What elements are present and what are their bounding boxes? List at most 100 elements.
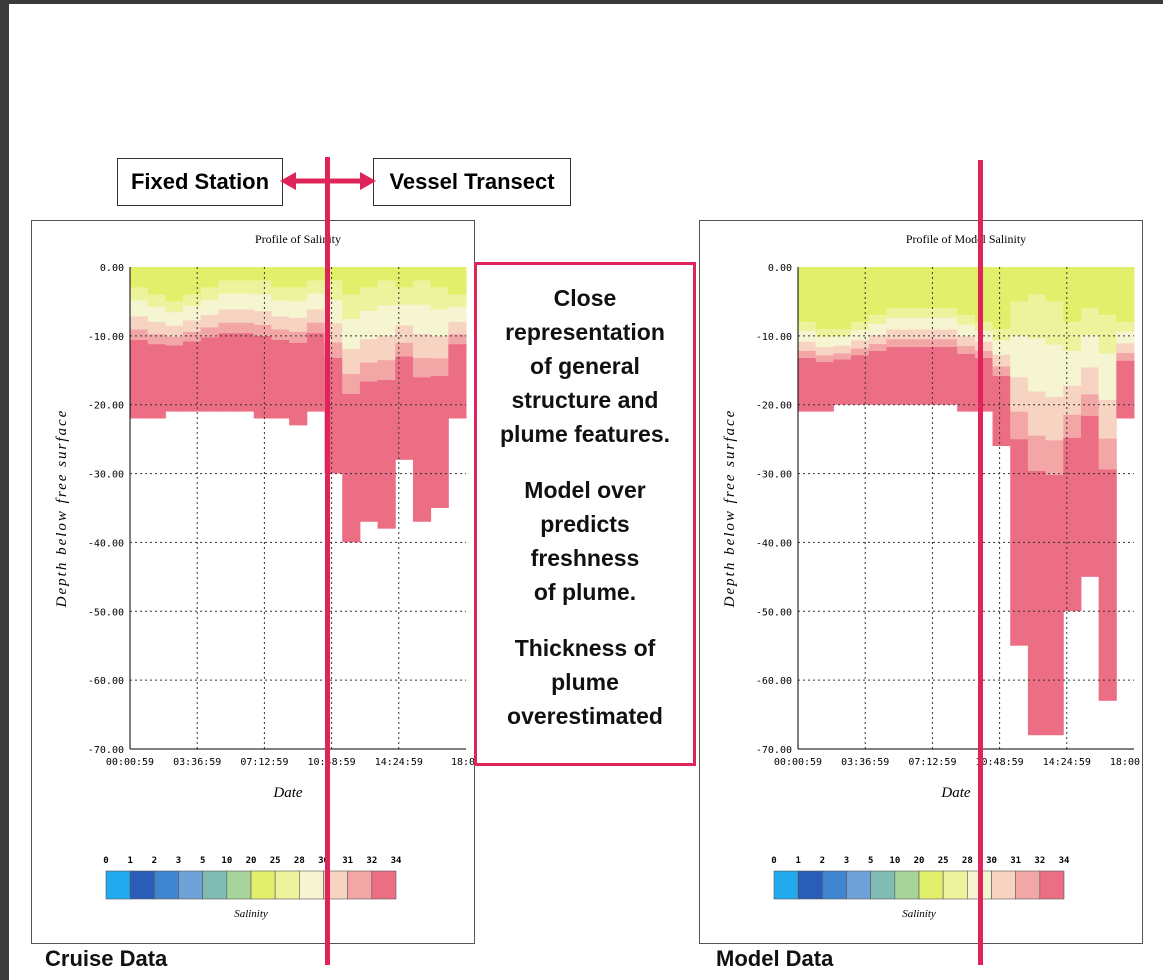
salinity-cell [1010, 301, 1029, 336]
surface-fresh-cell [200, 267, 219, 288]
x-tick-label: 03:36:59 [173, 757, 221, 768]
salinity-cell [306, 309, 326, 323]
salinity-cell [1063, 322, 1082, 352]
salinity-cell [147, 321, 166, 335]
comparison-callout: Close representation of general structur… [474, 262, 696, 766]
salinity-cell [218, 293, 237, 310]
x-tick-label: 00:00:59 [106, 757, 154, 768]
salinity-cell [851, 348, 870, 356]
salinity-cell [183, 332, 202, 342]
salinity-cell [1063, 414, 1082, 438]
salinity-cell [236, 333, 255, 412]
y-tick-label: -30.00 [88, 470, 124, 481]
surface-fresh-cell [430, 267, 449, 288]
salinity-cell [1080, 335, 1100, 368]
salinity-cell [253, 294, 272, 312]
y-tick-label: 0.00 [768, 263, 792, 274]
salinity-cell [974, 350, 994, 358]
x-tick-label: 10:48:59 [308, 757, 356, 768]
salinity-cell [833, 328, 852, 337]
salinity-cell [448, 321, 467, 335]
salinity-cell [412, 357, 432, 378]
salinity-cell [939, 346, 958, 405]
colorbar-tick-label: 2 [152, 856, 157, 866]
salinity-cell [904, 329, 923, 340]
salinity-cell [130, 329, 149, 340]
colorbar-label: Salinity [234, 908, 268, 920]
salinity-cell [395, 325, 414, 343]
x-tick-label: 18:00:59 [1110, 757, 1142, 768]
x-tick-label: 03:36:59 [841, 757, 889, 768]
salinity-cell [1063, 385, 1082, 415]
salinity-cell [253, 335, 272, 419]
colorbar-tick-label: 10 [221, 856, 232, 866]
cruise-salinity-chart: Profile of Salinity 0.00 -10.00 -20.00 -30.0… [54, 232, 474, 920]
salinity-cell [377, 379, 396, 529]
salinity-cell [306, 293, 326, 310]
surface-fresh-cell [833, 267, 852, 329]
model-salinity-chart: Profile of Model Salinity 0.00 -10.00 -20.0… [722, 232, 1142, 920]
surface-fresh-cell [395, 267, 414, 288]
salinity-cell [1098, 400, 1117, 439]
y-tick-label: -10.00 [756, 332, 792, 343]
salinity-cell [1098, 353, 1117, 401]
salinity-cell [1116, 343, 1135, 353]
surface-fresh-cell [165, 267, 184, 302]
x-tick-label: 07:12:59 [908, 757, 956, 768]
salinity-cell [921, 339, 940, 347]
salinity-cell [200, 327, 219, 338]
salinity-cell [957, 336, 976, 347]
salinity-cell [992, 328, 1011, 341]
colorbar-tick-label: 2 [820, 856, 825, 866]
salinity-cell [147, 344, 166, 419]
surface-fresh-cell [271, 267, 290, 288]
salinity-cell [851, 330, 870, 341]
salinity-cell [289, 317, 308, 332]
salinity-cell [1116, 352, 1135, 361]
salinity-cell [377, 360, 396, 380]
salinity-cell [183, 294, 202, 307]
salinity-cell [395, 304, 414, 326]
colorbar-swatch [846, 870, 871, 900]
salinity-cell [377, 335, 396, 361]
colorbar-swatch [894, 870, 920, 900]
transect-divider-line-left [325, 157, 330, 965]
salinity-cell [271, 316, 290, 330]
surface-fresh-cell [448, 267, 467, 295]
x-axis-label: Date [940, 785, 971, 801]
salinity-cell [395, 342, 414, 357]
surface-fresh-cell [957, 267, 976, 316]
salinity-cell [306, 280, 326, 294]
salinity-cell [130, 339, 149, 419]
salinity-cell [289, 342, 308, 426]
salinity-cell [271, 287, 290, 301]
salinity-cell [1010, 411, 1029, 440]
salinity-cell [218, 333, 237, 412]
salinity-cell [904, 308, 923, 318]
salinity-cell [1027, 470, 1047, 736]
colorbar-swatch [105, 870, 131, 900]
colorbar-swatch [154, 870, 179, 900]
salinity-cell [992, 366, 1011, 376]
salinity-cell [271, 300, 290, 317]
salinity-cell [868, 315, 887, 325]
surface-fresh-cell [306, 267, 326, 281]
y-tick-label: -20.00 [88, 401, 124, 412]
salinity-cell [798, 341, 817, 351]
colorbar-tick-label: 30 [986, 856, 997, 866]
surface-fresh-cell [992, 267, 1011, 329]
surface-fresh-cell [1098, 267, 1117, 316]
salinity-cell [833, 345, 852, 354]
salinity-cell [992, 340, 1011, 355]
salinity-cell [147, 294, 166, 307]
callout-paragraph-3: Thickness of plume overestimated [507, 635, 663, 729]
salinity-cell [236, 280, 255, 294]
salinity-cell [342, 319, 361, 350]
salinity-cell [1063, 351, 1082, 386]
colorbar-swatch [870, 870, 896, 900]
salinity-cell [868, 343, 887, 352]
salinity-cell [359, 339, 379, 363]
y-tick-label: -40.00 [88, 538, 124, 549]
y-tick-label: -50.00 [88, 607, 124, 618]
colorbar-swatch [991, 870, 1016, 900]
